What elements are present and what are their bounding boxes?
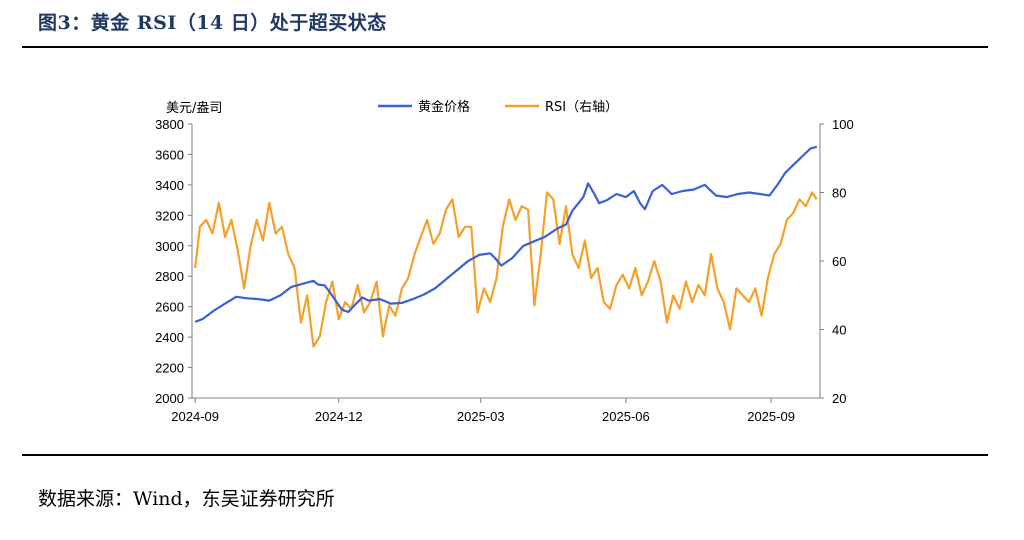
left-tick-label: 2600 — [155, 300, 184, 315]
legend-label-gold: 黄金价格 — [418, 99, 470, 115]
left-tick-label: 2800 — [155, 269, 184, 284]
series-rsi-line — [194, 191, 818, 348]
source-note: 数据来源：Wind，东吴证券研究所 — [38, 488, 335, 510]
right-tick-label: 100 — [832, 117, 854, 132]
x-tick-label: 2024-12 — [315, 409, 363, 424]
left-tick-label: 3400 — [155, 178, 184, 193]
x-tick-label: 2025-09 — [747, 409, 795, 424]
bottom-rule — [22, 454, 988, 456]
left-tick-label: 2400 — [155, 330, 184, 345]
left-tick-label: 3200 — [155, 208, 184, 223]
series-gold-price-line — [194, 145, 818, 323]
left-tick-label: 3800 — [155, 117, 184, 132]
legend-label-rsi: RSI（右轴） — [545, 100, 618, 115]
left-y-ticks: 2000 2200 2400 2600 2800 3000 3200 3400 3600 3800 — [155, 117, 192, 406]
x-ticks: 2024-09 2024-12 2025-03 2025-06 2025-09 — [171, 398, 795, 424]
series-layer — [194, 145, 818, 348]
right-tick-label: 80 — [832, 186, 846, 201]
x-tick-label: 2025-06 — [602, 409, 650, 424]
left-tick-label: 2200 — [155, 361, 184, 376]
legend: 黄金价格 RSI（右轴） — [378, 99, 618, 115]
gold-rsi-chart: 2000 2200 2400 2600 2800 3000 3200 3400 3600 3800… — [155, 99, 854, 424]
right-tick-label: 20 — [832, 391, 846, 406]
left-tick-label: 3600 — [155, 147, 184, 162]
left-tick-label: 2000 — [155, 391, 184, 406]
x-tick-label: 2024-09 — [171, 409, 219, 424]
right-tick-label: 60 — [832, 254, 846, 269]
figure-title: 图3：黄金 RSI（14 日）处于超买状态 — [38, 12, 387, 34]
left-axis-unit-label: 美元/盎司 — [166, 101, 222, 116]
right-tick-label: 40 — [832, 323, 846, 338]
top-rule — [22, 46, 988, 48]
right-y-ticks: 20 40 60 80 100 — [820, 117, 854, 406]
left-tick-label: 3000 — [155, 239, 184, 254]
chart-axes — [191, 124, 821, 399]
x-tick-label: 2025-03 — [457, 409, 505, 424]
